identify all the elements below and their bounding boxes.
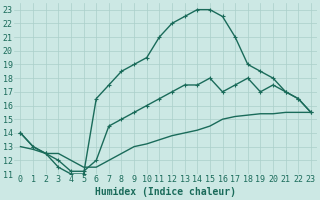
X-axis label: Humidex (Indice chaleur): Humidex (Indice chaleur) (95, 187, 236, 197)
